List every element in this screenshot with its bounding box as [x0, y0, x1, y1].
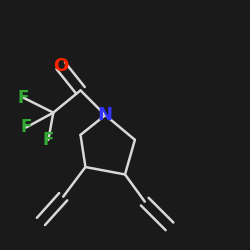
Text: F: F: [43, 131, 54, 149]
Text: O: O: [53, 57, 68, 75]
Text: F: F: [18, 89, 29, 107]
Text: N: N: [98, 106, 113, 124]
Text: F: F: [20, 118, 32, 136]
